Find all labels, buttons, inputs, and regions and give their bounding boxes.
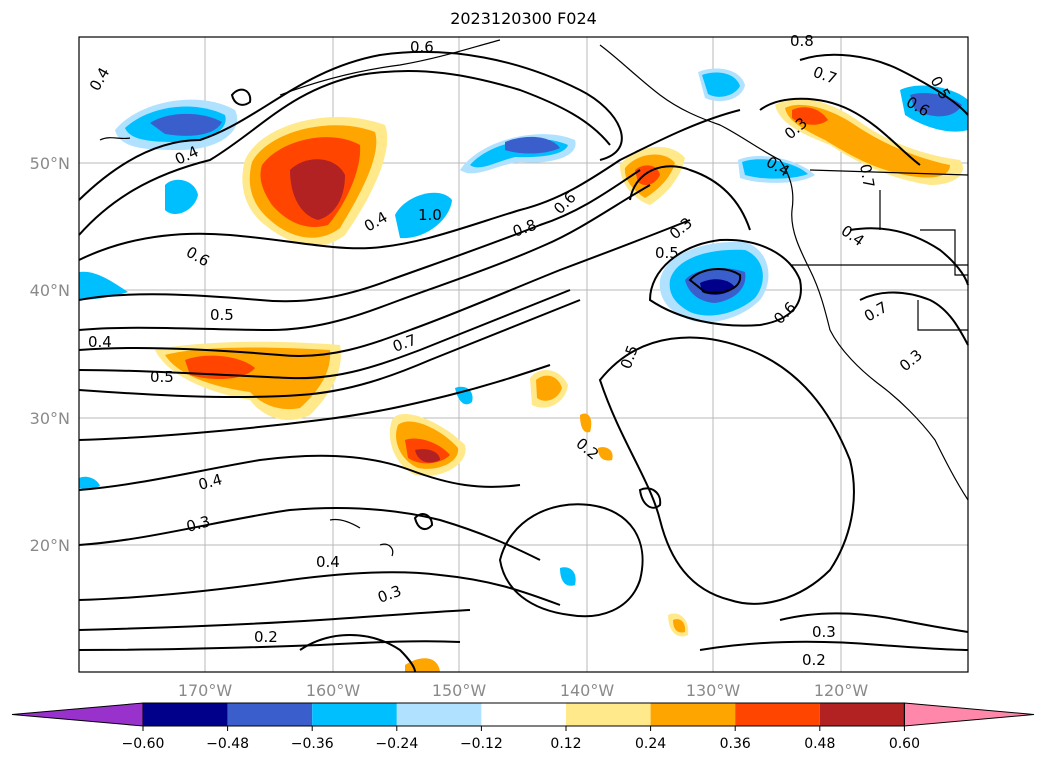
colorbar-tick-label: −0.48 <box>206 736 249 752</box>
colorbar-segment <box>735 703 820 726</box>
colorbar-border <box>142 702 905 727</box>
colorbar-tick-label: 0.12 <box>550 736 581 752</box>
map-title: 2023120300 F024 <box>450 9 597 28</box>
colorbar-segment <box>566 703 651 726</box>
contour-label: 0.4 <box>316 553 340 571</box>
contour-label: 0.5 <box>655 244 679 262</box>
colorbar-tick-label: 0.36 <box>720 736 751 752</box>
shaded-anomalies <box>79 68 968 672</box>
colorbar-segment <box>819 703 905 726</box>
colorbar-segment <box>650 703 736 726</box>
colorbar: −0.60 −0.48 −0.36 −0.24 −0.12 0.12 0.24 0.36 0.4… <box>11 702 1035 752</box>
lat-label: 30°N <box>30 409 70 428</box>
lat-label: 20°N <box>30 536 70 555</box>
lon-label: 150°W <box>432 681 487 700</box>
lon-label: 170°W <box>178 681 233 700</box>
colorbar-segment <box>227 703 313 726</box>
colorbar-tick-label: −0.24 <box>375 736 418 752</box>
contour-label: 0.7 <box>856 163 878 190</box>
colorbar-extend-low <box>11 702 144 727</box>
contour-label: 0.4 <box>196 470 224 494</box>
contour-label: 0.2 <box>254 628 278 646</box>
contour-label: 0.6 <box>410 38 434 56</box>
map-border <box>78 36 969 673</box>
contour-label: 0.5 <box>210 306 234 324</box>
contour-label: 0.3 <box>184 512 212 536</box>
contour-label: 0.8 <box>790 32 814 50</box>
lat-label: 50°N <box>30 154 70 173</box>
colorbar-segment <box>481 703 566 726</box>
contour-label: 0.4 <box>88 333 112 351</box>
contour-lines <box>78 50 969 673</box>
colorbar-tick-label: −0.12 <box>460 736 503 752</box>
contour-label: 0.3 <box>812 623 836 641</box>
colorbar-tick-label: 0.24 <box>635 736 666 752</box>
colorbar-tick-label: 0.48 <box>804 736 835 752</box>
colorbar-tick-label: −0.60 <box>122 736 165 752</box>
colorbar-segment <box>312 703 397 726</box>
contour-label: 1.0 <box>418 206 442 224</box>
longitude-labels: 170°W 160°W 150°W 140°W 130°W 120°W <box>178 681 869 700</box>
colorbar-extend-high <box>903 702 1035 727</box>
lon-label: 140°W <box>560 681 615 700</box>
lat-label: 40°N <box>30 281 70 300</box>
lon-label: 160°W <box>306 681 361 700</box>
contour-label: 0.5 <box>150 368 174 386</box>
lon-label: 120°W <box>814 681 869 700</box>
colorbar-segment <box>143 703 228 726</box>
coastlines <box>99 39 969 557</box>
contour-label: 0.2 <box>802 651 826 669</box>
colorbar-tick-label: −0.36 <box>291 736 334 752</box>
colorbar-tick-label: 0.60 <box>889 736 920 752</box>
colorbar-segment <box>396 703 482 726</box>
latitude-labels: 50°N 40°N 30°N 20°N <box>30 154 70 555</box>
lon-label: 130°W <box>686 681 741 700</box>
